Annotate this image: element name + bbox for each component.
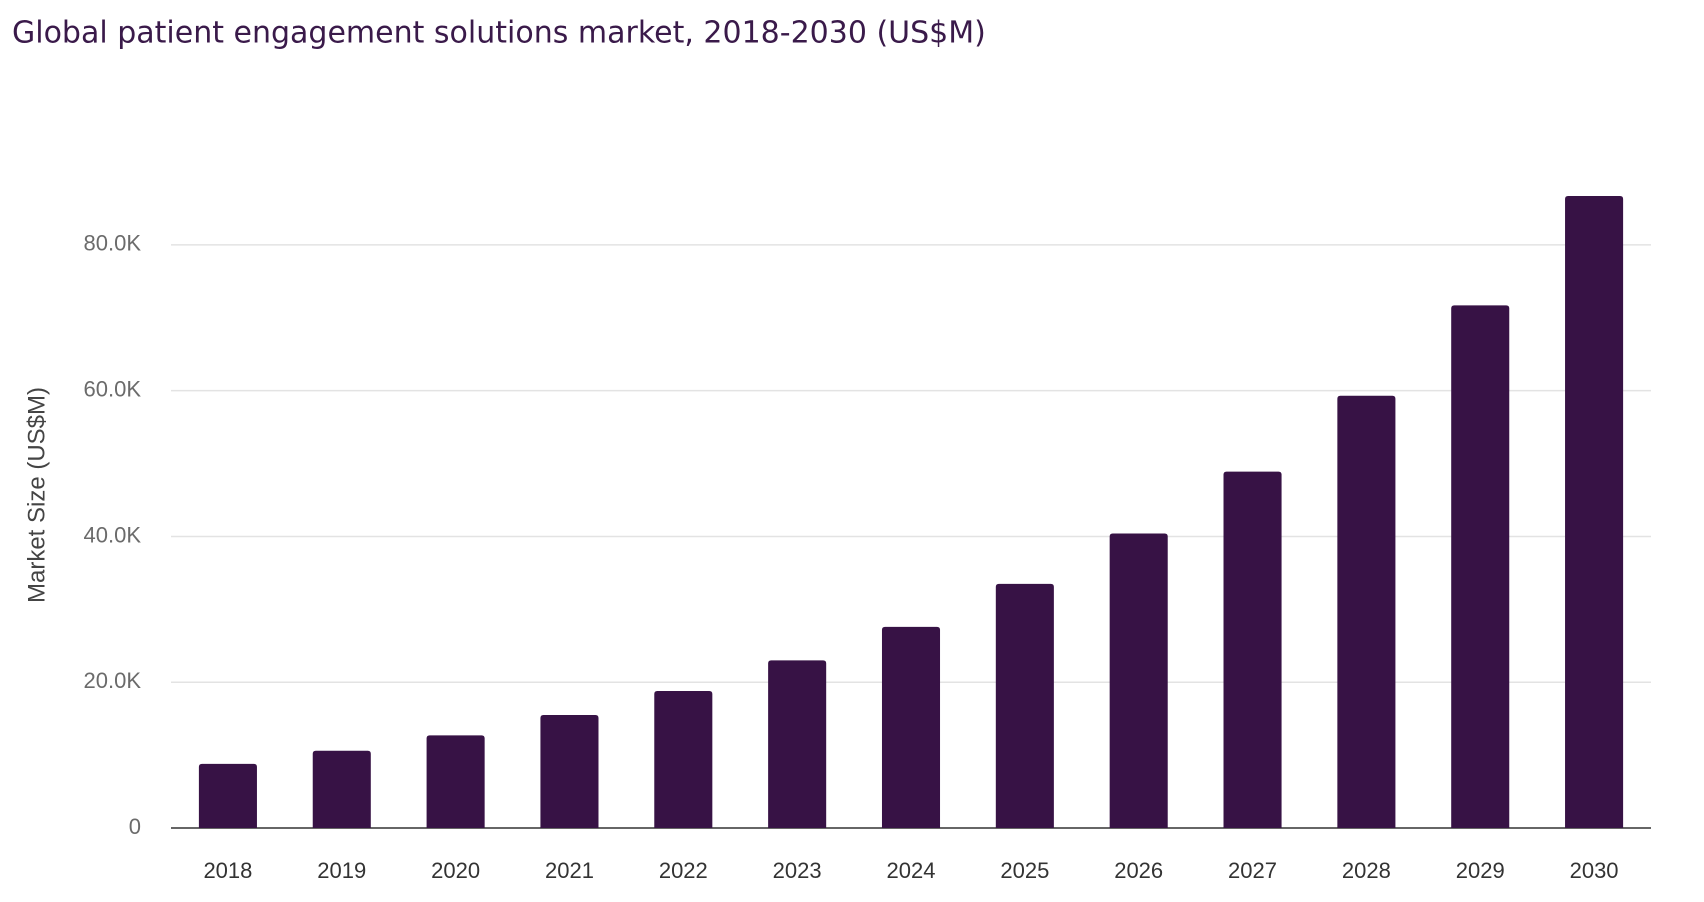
x-tick-label: 2021 bbox=[545, 858, 594, 883]
bar bbox=[1451, 305, 1510, 828]
x-tick-label: 2019 bbox=[317, 858, 366, 883]
bar bbox=[1223, 471, 1282, 828]
y-tick-label: 60.0K bbox=[84, 376, 142, 401]
x-tick-label: 2030 bbox=[1570, 858, 1619, 883]
x-tick-label: 2028 bbox=[1342, 858, 1391, 883]
bar bbox=[654, 690, 713, 828]
x-tick-label: 2027 bbox=[1228, 858, 1277, 883]
x-tick-label: 2018 bbox=[203, 858, 252, 883]
bar bbox=[995, 583, 1054, 828]
x-tick-label: 2022 bbox=[659, 858, 708, 883]
bar bbox=[540, 715, 599, 828]
x-tick-label: 2024 bbox=[887, 858, 936, 883]
x-tick-label: 2023 bbox=[773, 858, 822, 883]
bar bbox=[198, 763, 257, 828]
bar bbox=[1109, 533, 1168, 828]
x-tick-label: 2025 bbox=[1000, 858, 1049, 883]
bar bbox=[1565, 196, 1624, 828]
x-tick-label: 2020 bbox=[431, 858, 480, 883]
y-tick-label: 80.0K bbox=[84, 231, 142, 256]
y-axis-label: Market Size (US$M) bbox=[23, 387, 50, 603]
x-tick-label: 2029 bbox=[1456, 858, 1505, 883]
y-tick-label: 40.0K bbox=[84, 522, 142, 547]
bar bbox=[312, 750, 371, 828]
bar bbox=[881, 626, 941, 828]
x-tick-label: 2026 bbox=[1114, 858, 1163, 883]
y-tick-label: 20.0K bbox=[84, 668, 142, 693]
bar bbox=[1337, 395, 1396, 828]
y-tick-label: 0 bbox=[129, 814, 141, 839]
bar bbox=[768, 660, 827, 828]
bar bbox=[426, 735, 485, 828]
chart-title: Global patient engagement solutions mark… bbox=[12, 16, 986, 51]
